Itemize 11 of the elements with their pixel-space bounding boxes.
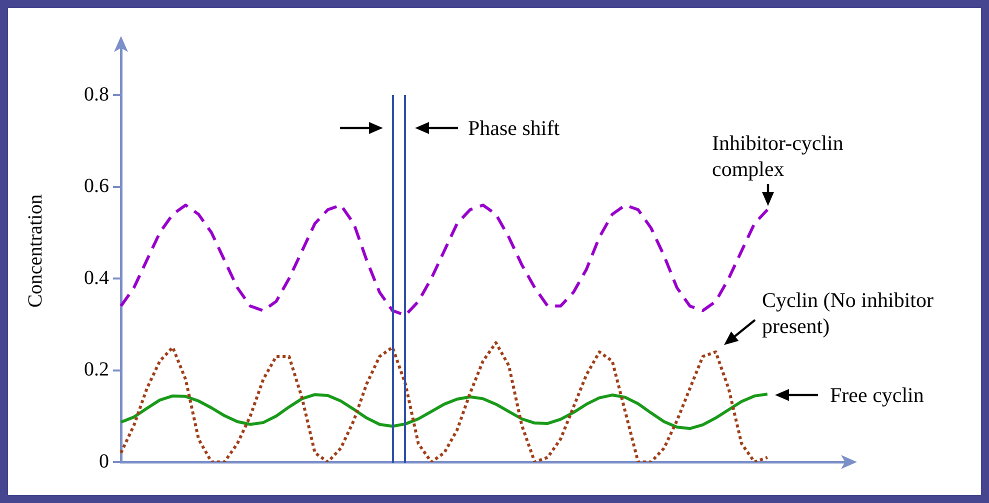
y-tick-label: 0.8 (84, 83, 109, 106)
line-series (120, 341, 769, 462)
y-tick-label: 0.4 (84, 266, 109, 289)
annotation: Phase shift (468, 115, 560, 141)
y-tick-label: 0.6 (84, 175, 109, 198)
text: Inhibitor-cyclin complex (712, 130, 844, 182)
y-axis-title: Concentration (24, 194, 46, 308)
y-tick-label: 0 (99, 450, 109, 472)
y-tick-label: 0.2 (84, 358, 109, 381)
text: Cyclin (No inhibitor present) (762, 287, 934, 339)
text: Free cyclin (830, 382, 925, 408)
